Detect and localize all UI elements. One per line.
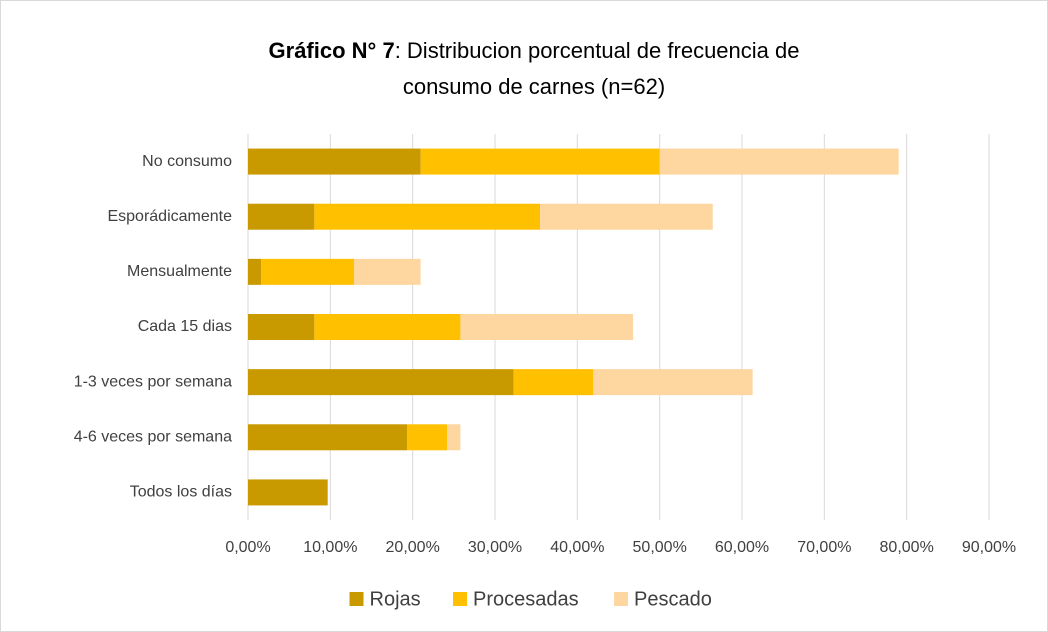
- x-tick-label: 80,00%: [880, 539, 934, 556]
- y-tick-label: No consumo: [142, 153, 232, 170]
- bar-segment: [314, 314, 461, 340]
- y-tick-label: 1-3 veces por semana: [74, 373, 232, 390]
- bar-segment: [593, 369, 753, 396]
- legend-swatch: [614, 592, 628, 606]
- x-tick-label: 0,00%: [225, 539, 270, 556]
- y-tick-label: Cada 15 dias: [138, 318, 232, 335]
- x-tick-label: 10,00%: [303, 539, 357, 556]
- bar-segment: [248, 424, 408, 451]
- legend-swatch: [453, 592, 467, 606]
- bar-segment: [248, 203, 315, 230]
- chart-title-line2: consumo de carnes (n=62): [403, 74, 665, 99]
- y-tick-label: 4-6 veces por semana: [74, 429, 232, 446]
- x-tick-label: 70,00%: [797, 539, 851, 556]
- bar-segment: [659, 148, 899, 175]
- title-bold: Gráfico N° 7: [269, 38, 395, 63]
- bar-segment: [248, 479, 328, 506]
- x-tick-label: 90,00%: [962, 539, 1016, 556]
- bar-segment: [407, 424, 448, 451]
- legend-label: Pescado: [634, 588, 712, 610]
- x-tick-label: 60,00%: [715, 539, 769, 556]
- legend-label: Procesadas: [473, 588, 579, 610]
- bar-segment: [540, 203, 713, 230]
- bar-segment: [420, 148, 660, 175]
- bar-segment: [513, 369, 594, 396]
- legend-swatch: [349, 592, 364, 606]
- bar-segment: [248, 148, 421, 175]
- legend-label: Rojas: [370, 588, 421, 610]
- y-tick-label: Esporádicamente: [107, 208, 232, 225]
- x-tick-label: 50,00%: [633, 539, 687, 556]
- bar-segment: [248, 314, 315, 340]
- bar-segment: [248, 369, 514, 396]
- bar-segment: [447, 424, 461, 451]
- bar-segment: [261, 258, 355, 285]
- y-tick-label: Mensualmente: [127, 263, 232, 280]
- chart-title: Gráfico N° 7: Distribucion porcentual de…: [269, 38, 800, 63]
- x-tick-label: 20,00%: [386, 539, 440, 556]
- x-tick-label: 30,00%: [468, 539, 522, 556]
- x-tick-label: 40,00%: [550, 539, 604, 556]
- bar-segment: [460, 314, 634, 340]
- y-tick-label: Todos los días: [130, 484, 232, 501]
- title-rest: : Distribucion porcentual de frecuencia …: [395, 38, 800, 63]
- bar-segment: [354, 258, 421, 285]
- bar-segment: [314, 203, 541, 230]
- bar-segment: [248, 258, 262, 285]
